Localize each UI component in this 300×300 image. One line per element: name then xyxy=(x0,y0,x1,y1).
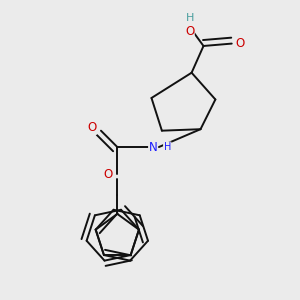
Text: H: H xyxy=(186,13,194,23)
Text: H: H xyxy=(164,142,171,152)
Text: N: N xyxy=(149,140,158,154)
Text: O: O xyxy=(236,37,245,50)
Text: O: O xyxy=(185,25,194,38)
Text: O: O xyxy=(87,121,97,134)
Text: O: O xyxy=(103,168,112,181)
